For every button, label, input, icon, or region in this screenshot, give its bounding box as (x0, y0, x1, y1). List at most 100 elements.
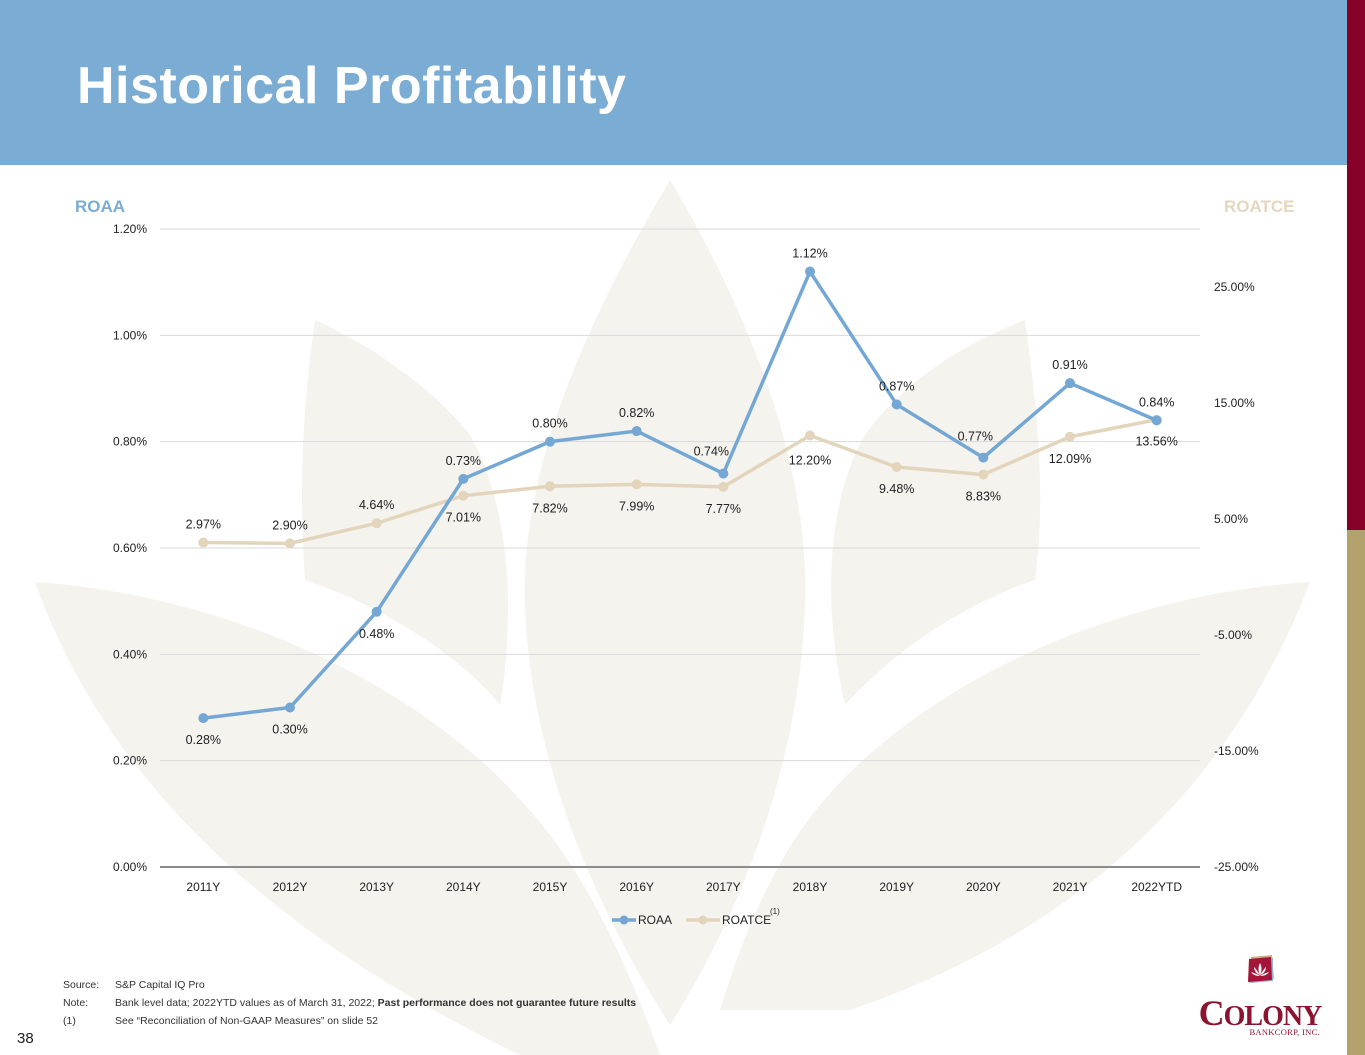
source-text: S&P Capital IQ Pro (115, 979, 205, 991)
roaa-data-label: 1.12% (792, 247, 827, 261)
right-tick-label: 25.00% (1214, 280, 1255, 294)
roatce-data-label: 12.20% (789, 453, 831, 467)
lotus-petal-center (524, 180, 806, 1025)
roatce-data-label: 9.48% (879, 482, 914, 496)
page-title: Historical Profitability (77, 57, 627, 115)
roatce-data-label: 7.82% (532, 501, 567, 515)
right-tick-label: 15.00% (1214, 396, 1255, 410)
roatce-point (545, 481, 555, 492)
lotus-icon (1248, 955, 1274, 983)
roaa-point (1065, 378, 1075, 389)
roatce-point (631, 479, 642, 490)
roaa-point (458, 473, 469, 484)
roaa-data-label: 0.87% (879, 379, 914, 393)
left-tick-label: 0.00% (113, 860, 147, 874)
page-number: 38 (17, 1030, 34, 1047)
roatce-data-label: 12.09% (1049, 452, 1091, 466)
company-logo: COLONY BANKCORP, INC. (1195, 955, 1325, 1045)
roaa-data-label: 0.48% (359, 627, 394, 641)
roaa-data-label: 0.74% (694, 445, 729, 459)
note-bold-text: Past performance does not guarantee futu… (377, 997, 637, 1009)
roatce-data-label: 2.97% (186, 518, 221, 532)
x-tick-label: 2020Y (966, 880, 1001, 894)
roaa-data-label: 0.82% (619, 406, 654, 420)
roatce-data-label: 7.99% (619, 499, 654, 513)
side-accent-maroon (1347, 0, 1365, 530)
roatce-point (371, 518, 382, 529)
roatce-point (891, 462, 902, 473)
x-tick-label: 2013Y (359, 880, 394, 894)
x-tick-label: 2015Y (533, 880, 568, 894)
roatce-data-label: 7.01% (446, 511, 481, 525)
x-tick-label: 2022YTD (1131, 880, 1182, 894)
footer-footnote: (1) See “Reconciliation of Non-GAAP Measu… (63, 1015, 378, 1027)
x-tick-label: 2017Y (706, 880, 741, 894)
x-tick-label: 2018Y (793, 880, 828, 894)
roatce-point (458, 490, 469, 501)
x-tick-label: 2021Y (1053, 880, 1088, 894)
note-text: Bank level data; 2022YTD values as of Ma… (115, 997, 378, 1009)
left-tick-label: 0.80% (113, 435, 147, 449)
note-label: Note: (63, 997, 89, 1009)
roatce-data-label: 7.77% (706, 502, 741, 516)
roatce-data-label: 2.90% (272, 518, 307, 532)
roatce-point (805, 430, 815, 441)
roaa-point (1151, 415, 1162, 426)
x-tick-label: 2012Y (273, 880, 308, 894)
right-tick-label: -5.00% (1214, 628, 1252, 642)
roaa-data-label: 0.28% (186, 733, 221, 747)
roaa-point (891, 399, 902, 410)
roaa-point (978, 452, 989, 463)
roaa-data-label: 0.30% (272, 723, 307, 737)
lotus-petal-left-outer (35, 582, 660, 1055)
roatce-data-label: 4.64% (359, 498, 394, 512)
roaa-data-label: 0.84% (1139, 395, 1174, 409)
legend-roaa-marker (619, 915, 629, 925)
roatce-point (285, 538, 295, 549)
left-tick-label: 0.60% (113, 541, 147, 555)
roaa-line (203, 269, 1158, 720)
roaa-point (631, 426, 642, 437)
profitability-chart: 0.00% 0.20% 0.40% 0.60% 0.80% 1.00% 1.20% -25.0… (113, 222, 1259, 927)
roatce-point (198, 537, 209, 548)
header-banner: Historical Profitability (0, 0, 1347, 165)
roaa-data-label: 0.80% (532, 417, 567, 431)
right-tick-label: -15.00% (1214, 744, 1259, 758)
lotus-petal-right-inner (831, 320, 1041, 705)
roaa-data-label: 0.91% (1052, 358, 1087, 372)
footnote-text: See “Reconciliation of Non-GAAP Measures… (115, 1015, 379, 1027)
right-tick-label: -25.00% (1214, 860, 1259, 874)
lotus-petal-right-outer (720, 582, 1310, 1010)
left-tick-label: 1.20% (113, 222, 147, 236)
right-tick-label: 5.00% (1214, 512, 1248, 526)
legend-roatce-marker (698, 915, 708, 925)
roatce-data-label: 8.83% (966, 490, 1001, 504)
side-accent-gold (1347, 530, 1365, 1055)
right-axis-title: ROATCE (1224, 197, 1295, 216)
roaa-point (285, 702, 295, 713)
roaa-point (718, 468, 729, 479)
roaa-data-label: 0.77% (958, 430, 993, 444)
roaa-point (371, 606, 382, 617)
footnote-label: (1) (63, 1015, 76, 1027)
logo-subtitle: BANKCORP, INC. (1249, 1027, 1320, 1037)
x-tick-label: 2011Y (186, 880, 220, 894)
legend-roatce-label: ROATCE (722, 913, 771, 927)
x-tick-label: 2014Y (446, 880, 481, 894)
left-tick-label: 0.20% (113, 754, 147, 768)
lotus-watermark-icon (35, 180, 1310, 1055)
roaa-point (545, 436, 555, 447)
roatce-data-label: 13.56% (1135, 435, 1177, 449)
roatce-line (203, 417, 1158, 546)
left-tick-label: 0.40% (113, 647, 147, 661)
legend-roaa-label: ROAA (638, 913, 672, 927)
roaa-data-label: 0.73% (446, 454, 481, 468)
footer-source: Source: S&P Capital IQ Pro (63, 979, 205, 991)
roatce-point (1065, 431, 1075, 442)
x-tick-label: 2016Y (619, 880, 654, 894)
x-tick-label: 2019Y (879, 880, 914, 894)
legend-footnote-marker: (1) (770, 907, 780, 916)
roatce-point (718, 481, 729, 492)
footer-note: Note: Bank level data; 2022YTD values as … (63, 997, 636, 1009)
logo-wordmark: COLONY (1198, 993, 1323, 1033)
